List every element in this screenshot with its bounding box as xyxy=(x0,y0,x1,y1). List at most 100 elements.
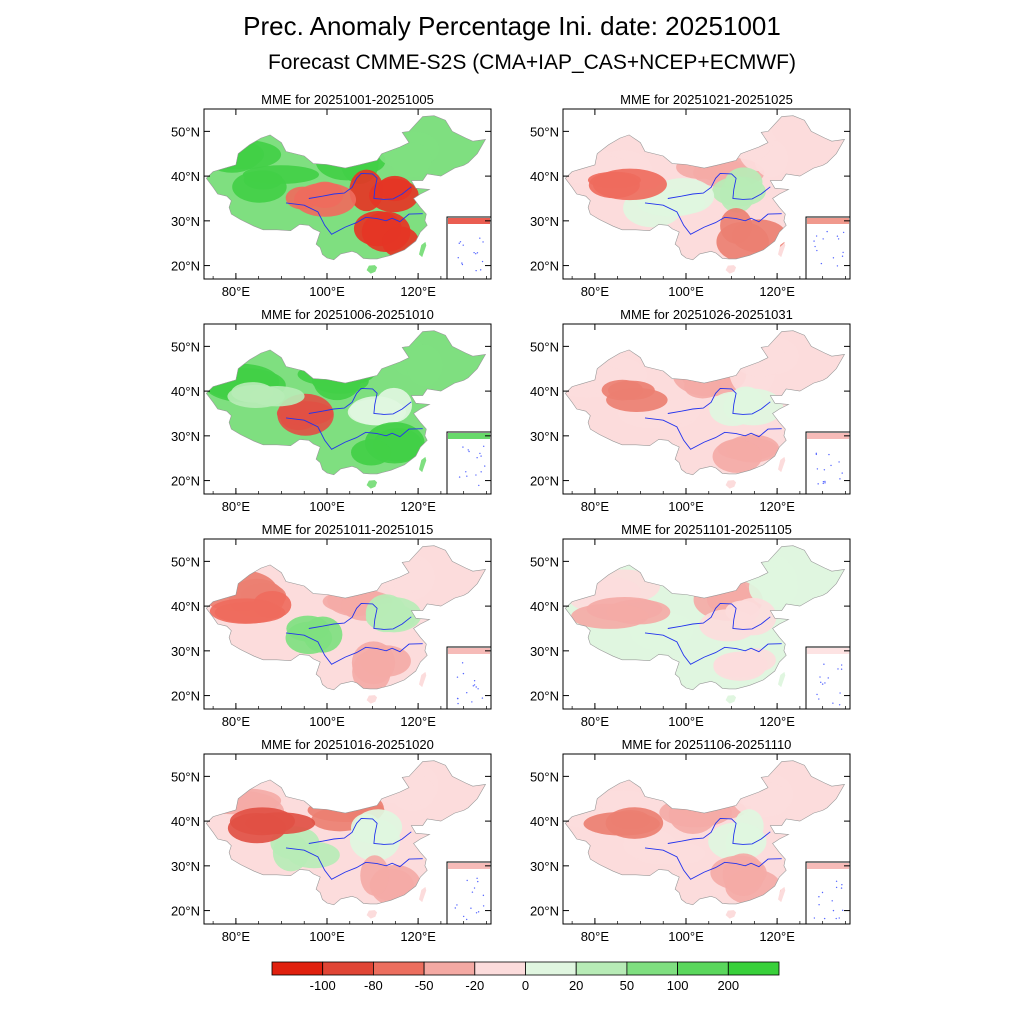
lon-label: 100°E xyxy=(668,929,704,944)
map-panel: MME for 20251011-20251015 50°N 40°N 30°N 20°… xyxy=(171,522,492,729)
inset-island xyxy=(461,662,464,664)
figure-title: Prec. Anomaly Percentage Ini. date: 2025… xyxy=(243,11,781,41)
map-panel: MME for 20251106-20251110 50°N 40°N 30°N 20°… xyxy=(530,737,851,944)
inset-island xyxy=(823,469,826,471)
south-china-sea-inset xyxy=(805,861,851,925)
inset-island xyxy=(470,907,472,909)
south-china-sea-inset xyxy=(805,431,851,495)
inset-coast xyxy=(448,863,490,869)
anomaly-blob xyxy=(360,855,390,896)
lon-label: 120°E xyxy=(759,284,795,299)
lon-label: 100°E xyxy=(309,499,345,514)
colorbar-label: 20 xyxy=(569,978,583,993)
inset-island xyxy=(821,683,824,685)
yellow-river xyxy=(308,172,412,200)
inset-island xyxy=(459,241,462,243)
lat-label: 20°N xyxy=(530,474,559,489)
colorbar-label: 0 xyxy=(522,978,529,993)
map-frame xyxy=(203,538,492,710)
inset-island xyxy=(818,904,820,906)
map-panel: MME for 20251021-20251025 50°N 40°N 30°N 20°… xyxy=(530,92,851,299)
inset-island xyxy=(466,475,468,477)
colorbar-swatch xyxy=(677,961,729,976)
lat-label: 40°N xyxy=(530,169,559,184)
inset-island xyxy=(837,668,839,670)
lon-label: 120°E xyxy=(400,929,436,944)
inset-island xyxy=(832,702,834,704)
anomaly-blob xyxy=(605,807,664,839)
inset-island xyxy=(819,676,821,678)
inset-island xyxy=(471,701,473,703)
anomaly-field xyxy=(565,330,845,489)
anomaly-blob xyxy=(231,382,274,403)
lon-label: 120°E xyxy=(759,714,795,729)
anomaly-blob xyxy=(729,597,777,636)
panel-title: MME for 20251001-20251005 xyxy=(261,92,434,107)
yellow-river xyxy=(308,817,412,845)
lon-label: 100°E xyxy=(309,929,345,944)
map-frame xyxy=(203,753,492,925)
colorbar-label: 100 xyxy=(667,978,689,993)
inset-island xyxy=(482,894,485,897)
inset-island xyxy=(842,251,844,254)
inset-island xyxy=(832,909,835,912)
colorbar-swatch xyxy=(626,961,679,976)
inset-island xyxy=(822,482,824,485)
yangtze-river xyxy=(644,847,782,880)
inset-island xyxy=(824,480,826,483)
inset-coast xyxy=(448,433,490,439)
inset-island xyxy=(458,476,461,478)
inset-island xyxy=(820,262,823,265)
lon-label: 80°E xyxy=(222,284,251,299)
yangtze-river xyxy=(285,417,423,450)
south-china-sea-inset xyxy=(446,431,492,495)
lat-label: 50°N xyxy=(530,124,559,139)
inset-island xyxy=(838,917,840,919)
anomaly-blob xyxy=(354,809,403,845)
south-china-sea-inset xyxy=(446,216,492,280)
country-border xyxy=(205,330,487,476)
anomaly-blob xyxy=(303,616,343,653)
inset-island xyxy=(841,883,843,886)
inset-island xyxy=(477,911,480,913)
inset-island xyxy=(816,468,819,470)
yangtze-river xyxy=(644,417,782,450)
map-frame xyxy=(203,108,492,280)
anomaly-blob xyxy=(587,171,641,189)
yangtze-river xyxy=(644,202,782,235)
inset-island xyxy=(823,917,826,920)
lat-label: 30°N xyxy=(171,214,200,229)
lat-label: 20°N xyxy=(171,259,200,274)
inset-island xyxy=(461,263,464,266)
lat-label: 20°N xyxy=(171,474,200,489)
lon-label: 100°E xyxy=(309,714,345,729)
inset-island xyxy=(480,471,482,473)
lat-label: 40°N xyxy=(171,384,200,399)
inset-island xyxy=(457,702,459,705)
yangtze-river xyxy=(644,632,782,665)
lat-label: 30°N xyxy=(171,859,200,874)
inset-island xyxy=(462,672,465,675)
panel-title: MME for 20251011-20251015 xyxy=(262,522,434,537)
anomaly-blob xyxy=(719,176,755,213)
inset-island xyxy=(473,251,475,254)
colorbar-swatch xyxy=(525,961,577,976)
inset-coast xyxy=(807,218,849,224)
inset-island xyxy=(473,684,476,686)
inset-island xyxy=(482,241,484,243)
lon-label: 120°E xyxy=(400,284,436,299)
anomaly-blob xyxy=(369,178,419,213)
inset-island xyxy=(836,235,839,237)
inset-coast xyxy=(807,648,849,654)
inset-island xyxy=(815,453,818,456)
lat-label: 40°N xyxy=(171,814,200,829)
inset-island xyxy=(476,457,478,459)
inset-island xyxy=(472,685,475,687)
panel-title: MME for 20251026-20251031 xyxy=(620,307,793,322)
figure-subtitle: Forecast CMME-S2S (CMA+IAP_CAS+NCEP+ECMW… xyxy=(267,51,796,74)
lat-label: 40°N xyxy=(530,384,559,399)
anomaly-blob xyxy=(229,807,295,836)
yangtze-river xyxy=(285,202,423,235)
lon-label: 80°E xyxy=(581,499,610,514)
inset-island xyxy=(479,237,481,239)
